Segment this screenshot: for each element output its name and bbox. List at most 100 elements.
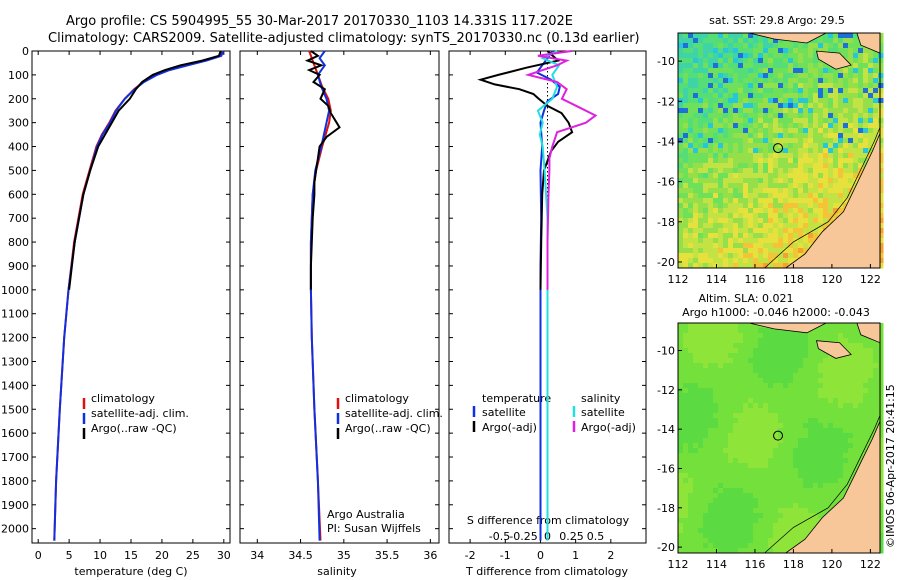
- map-cell: [843, 193, 849, 199]
- map-cell: [678, 413, 684, 419]
- map-cell: [748, 73, 754, 79]
- map-cell: [708, 213, 714, 219]
- map-cell: [753, 38, 759, 44]
- depth-tick-label: 1500: [1, 403, 29, 416]
- map-cell: [828, 178, 834, 184]
- map-cell: [783, 248, 789, 254]
- map-cell: [718, 398, 724, 404]
- map-cell: [848, 98, 854, 104]
- map-cell: [713, 478, 719, 484]
- map-cell: [798, 493, 804, 499]
- map-cell: [698, 53, 704, 59]
- map-cell: [783, 188, 789, 194]
- map-cell: [823, 213, 829, 219]
- map-cell: [878, 103, 884, 109]
- map-cell: [773, 218, 779, 224]
- map-cell: [813, 473, 819, 479]
- map-cell: [788, 223, 794, 229]
- map-cell: [773, 123, 779, 129]
- map-cell: [783, 108, 789, 114]
- map-cell: [793, 78, 799, 84]
- map-cell: [868, 103, 874, 109]
- map-cell: [863, 403, 869, 409]
- salinity-frame: [239, 50, 440, 544]
- map-cell: [788, 493, 794, 499]
- map-cell: [713, 323, 719, 329]
- map-cell: [723, 548, 729, 554]
- map-cell: [828, 408, 834, 414]
- map-cell: [788, 468, 794, 474]
- map-cell: [703, 58, 709, 64]
- map-cell: [783, 423, 789, 429]
- map-cell: [733, 548, 739, 554]
- map-cell: [763, 483, 769, 489]
- map-cell: [873, 103, 879, 109]
- map-cell: [693, 58, 699, 64]
- map-cell: [713, 43, 719, 49]
- map-cell: [808, 173, 814, 179]
- map-cell: [878, 393, 884, 399]
- map-cell: [748, 478, 754, 484]
- map-cell: [803, 403, 809, 409]
- map-cell: [708, 233, 714, 239]
- map-cell: [868, 63, 874, 69]
- map-cell: [713, 48, 719, 54]
- map-cell: [723, 423, 729, 429]
- map-cell: [703, 348, 709, 354]
- map-cell: [863, 148, 869, 154]
- map-cell: [678, 188, 684, 194]
- map-cell: [778, 348, 784, 354]
- map-cell: [813, 233, 819, 239]
- map-cell: [818, 103, 824, 109]
- map-cell: [678, 508, 684, 514]
- map-cell: [733, 138, 739, 144]
- map-cell: [768, 168, 774, 174]
- map-cell: [763, 508, 769, 514]
- map-cell: [793, 343, 799, 349]
- map-cell: [683, 448, 689, 454]
- x-tick-label: 30: [217, 549, 231, 562]
- map-cell: [828, 323, 834, 329]
- map-cell: [768, 388, 774, 394]
- map-cell: [858, 143, 864, 149]
- map-cell: [703, 418, 709, 424]
- map-cell: [798, 528, 804, 534]
- map-cell: [783, 203, 789, 209]
- map-cell: [813, 198, 819, 204]
- map-cell: [723, 323, 729, 329]
- map-cell: [678, 388, 684, 394]
- map-cell: [748, 208, 754, 214]
- map-cell: [803, 433, 809, 439]
- map-cell: [793, 43, 799, 49]
- map-cell: [838, 153, 844, 159]
- map-cell: [808, 233, 814, 239]
- map-cell: [738, 108, 744, 114]
- map-cell: [753, 113, 759, 119]
- map-cell: [858, 443, 864, 449]
- map-cell: [768, 508, 774, 514]
- map-cell: [848, 38, 854, 44]
- map-cell: [793, 363, 799, 369]
- map-cell: [738, 243, 744, 249]
- map-cell: [698, 488, 704, 494]
- map-cell: [823, 328, 829, 334]
- map-cell: [718, 418, 724, 424]
- map-cell: [808, 48, 814, 54]
- map-cell: [763, 493, 769, 499]
- map-cell: [763, 528, 769, 534]
- map-cell: [833, 48, 839, 54]
- map-cell: [778, 198, 784, 204]
- map-cell: [723, 348, 729, 354]
- map-cell: [818, 433, 824, 439]
- map-cell: [798, 443, 804, 449]
- map-cell: [798, 93, 804, 99]
- map-cell: [818, 83, 824, 89]
- map-cell: [748, 518, 754, 524]
- map-cell: [783, 93, 789, 99]
- map-cell: [703, 93, 709, 99]
- map-cell: [683, 128, 689, 134]
- depth-contour: [764, 127, 881, 269]
- map-cell: [713, 183, 719, 189]
- map-cell: [788, 213, 794, 219]
- map-cell: [733, 38, 739, 44]
